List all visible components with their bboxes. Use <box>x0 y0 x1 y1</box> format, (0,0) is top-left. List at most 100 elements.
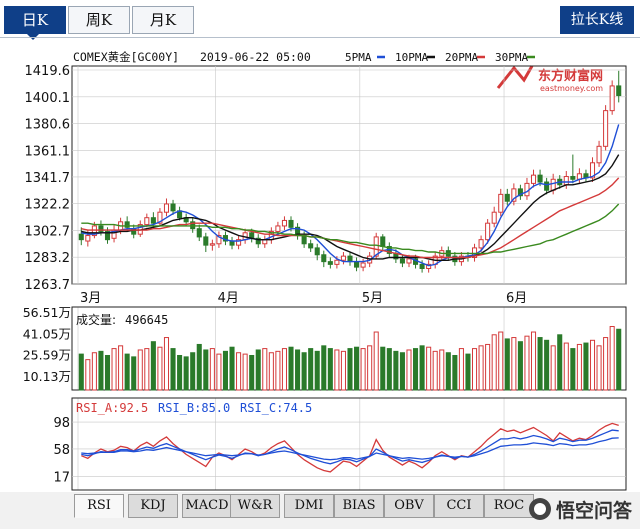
tab-wr[interactable]: W&R <box>230 494 280 518</box>
volume-bar-up <box>498 331 504 391</box>
volume-bar-down <box>452 354 458 391</box>
price-x-tick-label: 6月 <box>506 291 527 306</box>
volume-bar-down <box>183 356 189 391</box>
volume-bar-up <box>360 348 366 391</box>
price-y-tick-label: 1263.7 <box>25 278 71 293</box>
candle-up <box>275 225 281 232</box>
candle-up <box>373 236 379 257</box>
volume-bar-down <box>419 345 425 391</box>
candle-up <box>144 217 150 226</box>
candle-up <box>209 243 215 246</box>
tab-rsi[interactable]: RSI <box>74 494 124 518</box>
candle-up <box>236 239 242 246</box>
price-y-tick-label: 1302.7 <box>25 224 71 239</box>
volume-bar-up <box>340 350 346 391</box>
tab-roc[interactable]: ROC <box>484 494 534 518</box>
price-x-tick-label: 3月 <box>80 291 101 306</box>
candle-down <box>321 254 327 263</box>
volume-bar-down <box>327 348 333 391</box>
candle-down <box>104 230 111 241</box>
tab-kdj[interactable]: KDJ <box>128 494 178 518</box>
price-y-tick-label: 1341.7 <box>25 171 71 186</box>
tab-macd[interactable]: MACD <box>182 494 232 518</box>
candle-up <box>498 193 504 213</box>
stretch-k-line-button[interactable]: 拉长K线 <box>560 6 634 34</box>
chart-area[interactable]: COMEX黄金[GC00Y] 2019-06-22 05:00 5PMA 10PM… <box>0 44 640 492</box>
candle-up <box>216 235 222 245</box>
volume-bar-up <box>334 349 340 391</box>
tab-weekly-k[interactable]: 周K <box>68 6 130 34</box>
volume-bar-up <box>432 350 438 391</box>
rsi-lines <box>81 422 619 473</box>
rsi-panel-frame <box>71 397 627 491</box>
volume-y-tick-label: 56.51万 <box>23 305 71 320</box>
volume-bar-up <box>609 326 615 391</box>
volume-bar-up <box>439 349 445 391</box>
tab-bias[interactable]: BIAS <box>334 494 384 518</box>
volume-bar-up <box>144 348 150 391</box>
candle-up <box>485 222 491 241</box>
tab-obv[interactable]: OBV <box>384 494 434 518</box>
tab-monthly-k[interactable]: 月K <box>132 6 194 34</box>
candle-up <box>511 188 517 202</box>
candle-up <box>163 203 170 213</box>
volume-bar-up <box>596 345 602 391</box>
volume-bar-down <box>504 338 510 391</box>
candle-down <box>288 219 294 228</box>
volume-bar-up <box>485 343 491 391</box>
volume-bar-up <box>471 348 478 391</box>
candle-down <box>544 181 550 191</box>
watermark: 悟空问答 <box>528 494 632 524</box>
volume-bar-up <box>91 352 97 391</box>
candle-down <box>255 237 261 245</box>
candle-up <box>406 258 412 264</box>
volume-bar-down <box>98 350 104 391</box>
volume-bar-up <box>275 350 281 391</box>
volume-bar-up <box>137 349 143 391</box>
volume-bar-down <box>380 346 386 391</box>
candle-up <box>530 174 537 184</box>
volume-y-tick-label: 10.13万 <box>23 369 71 384</box>
volume-bar-down <box>104 354 111 391</box>
kline-chart-svg[interactable]: COMEX黄金[GC00Y] 2019-06-22 05:00 5PMA 10PM… <box>0 44 640 492</box>
price-y-axis: 1419.6 1400.1 1380.6 1361.1 1341.7 1322.2 1302… <box>25 64 71 293</box>
candle-down <box>301 235 307 245</box>
volume-bar-up <box>163 337 170 391</box>
tab-daily-k[interactable]: 日K <box>4 6 66 34</box>
ma-legend-label: 5PMA <box>345 51 372 64</box>
volume-bar-down <box>288 346 294 391</box>
rsi_c-line <box>81 437 619 461</box>
candle-up <box>596 145 602 164</box>
tab-dmi[interactable]: DMI <box>284 494 334 518</box>
price-y-tick-label: 1380.6 <box>25 118 71 133</box>
volume-bar-down <box>78 353 84 391</box>
volume-bar-down <box>321 345 327 391</box>
volume-bar-up <box>550 345 556 391</box>
candle-up <box>563 176 569 186</box>
volume-bar-down <box>124 353 130 391</box>
volume-bar-up <box>478 345 484 391</box>
volume-bar-up <box>511 337 517 391</box>
price-y-tick-label: 1283.2 <box>25 251 71 266</box>
price-y-tick-label: 1400.1 <box>25 91 71 106</box>
volume-bar-down <box>301 352 307 391</box>
volume-bar-down <box>583 342 589 391</box>
candle-down <box>203 236 209 246</box>
ma-legend-label: 10PMA <box>395 51 428 64</box>
candle-down <box>537 174 543 183</box>
candle-down <box>124 221 130 228</box>
rsi-y-tick-label: 98 <box>53 416 70 431</box>
volume-bar-down <box>229 346 235 391</box>
volume-bar-up <box>242 353 248 391</box>
candle-down <box>98 225 104 232</box>
volume-bar-down <box>557 334 563 391</box>
candle-up <box>478 239 484 249</box>
rsi-y-axis: 98 58 17 <box>53 416 70 485</box>
volume-bar-down <box>190 352 196 391</box>
tab-cci[interactable]: CCI <box>434 494 484 518</box>
candle-up <box>491 211 497 224</box>
volume-bar-up <box>563 342 569 391</box>
ma-legend-label: 30PMA <box>495 51 528 64</box>
volume-bar-up <box>111 348 117 391</box>
rsi-title: RSI_A:92.5 RSI_B:85.0 RSI_C:74.5 <box>76 401 312 415</box>
